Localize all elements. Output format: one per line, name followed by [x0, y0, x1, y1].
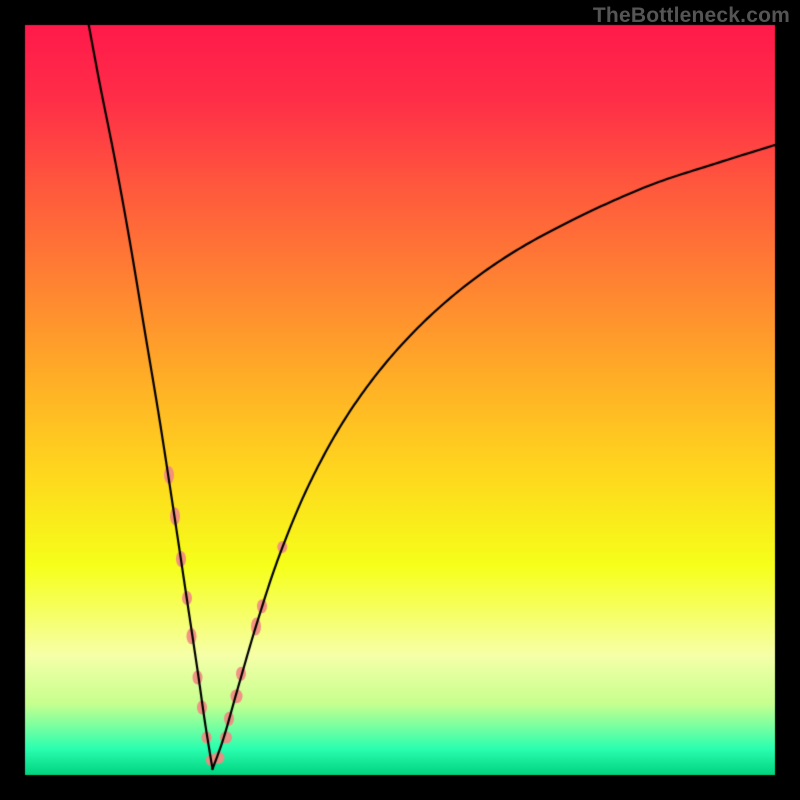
- bottleneck-chart-canvas: [0, 0, 800, 800]
- chart-stage: TheBottleneck.com: [0, 0, 800, 800]
- watermark-label: TheBottleneck.com: [593, 4, 790, 28]
